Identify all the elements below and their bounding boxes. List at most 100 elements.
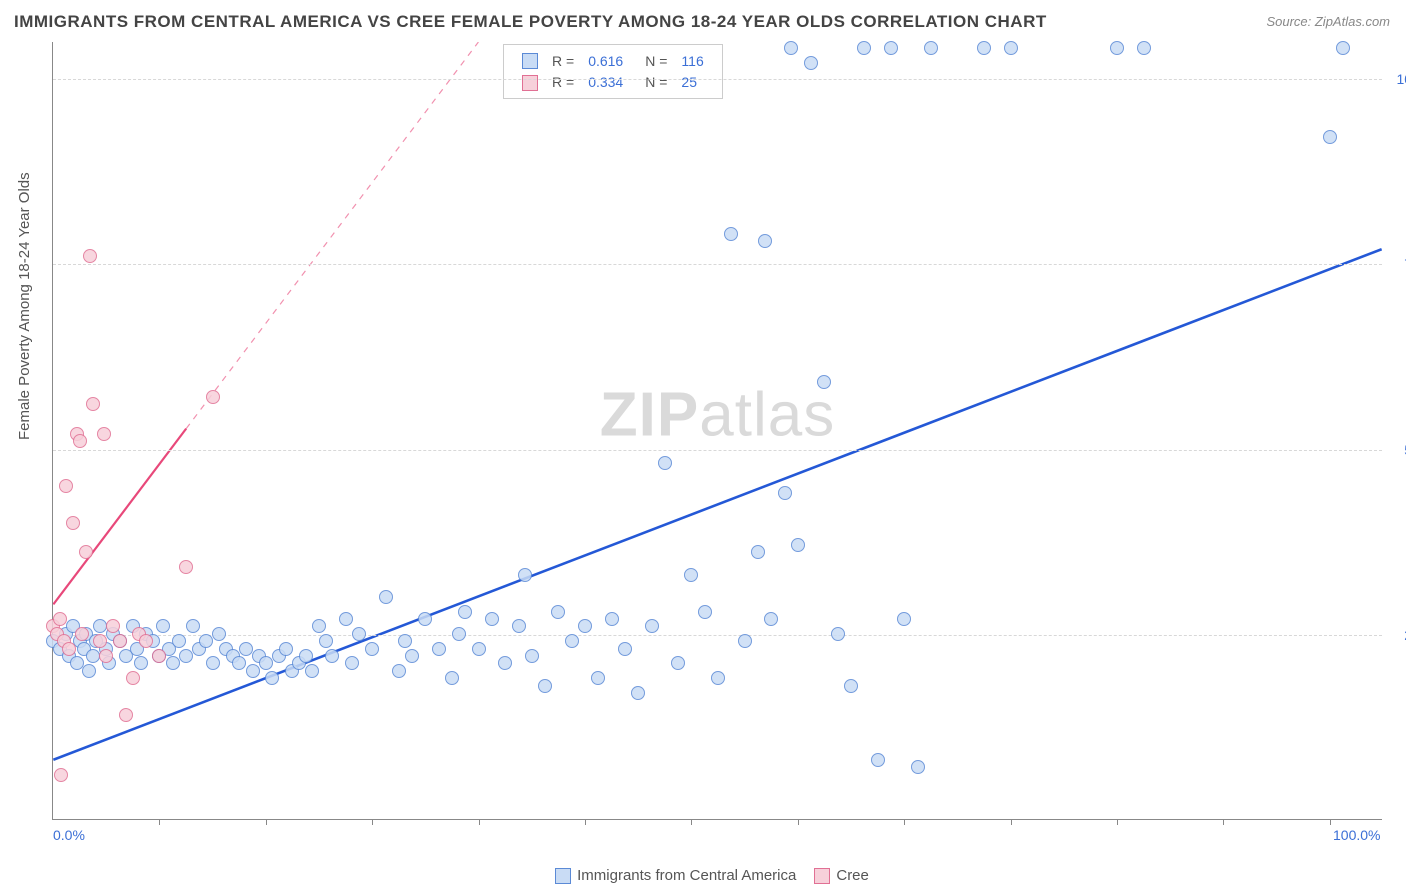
data-point: [432, 642, 446, 656]
x-tick-mark: [1223, 819, 1224, 825]
x-tick-mark: [1117, 819, 1118, 825]
legend-r-label: R =: [546, 51, 580, 70]
x-tick-mark: [1011, 819, 1012, 825]
data-point: [339, 612, 353, 626]
data-point: [398, 634, 412, 648]
data-point: [212, 627, 226, 641]
data-point: [977, 41, 991, 55]
legend-swatch: [555, 868, 571, 884]
x-tick-mark: [372, 819, 373, 825]
data-point: [86, 649, 100, 663]
trend-lines: [53, 42, 1382, 819]
data-point: [239, 642, 253, 656]
data-point: [345, 656, 359, 670]
data-point: [172, 634, 186, 648]
data-point: [206, 390, 220, 404]
data-point: [113, 634, 127, 648]
x-tick-mark: [904, 819, 905, 825]
data-point: [418, 612, 432, 626]
data-point: [778, 486, 792, 500]
data-point: [352, 627, 366, 641]
data-point: [186, 619, 200, 633]
data-point: [405, 649, 419, 663]
legend-swatch: [522, 75, 538, 91]
data-point: [134, 656, 148, 670]
data-point: [166, 656, 180, 670]
data-point: [751, 545, 765, 559]
x-tick-mark: [798, 819, 799, 825]
data-point: [379, 590, 393, 604]
data-point: [86, 397, 100, 411]
data-point: [75, 627, 89, 641]
data-point: [73, 434, 87, 448]
data-point: [724, 227, 738, 241]
data-point: [232, 656, 246, 670]
data-point: [199, 634, 213, 648]
data-point: [59, 479, 73, 493]
data-point: [698, 605, 712, 619]
data-point: [485, 612, 499, 626]
data-point: [279, 642, 293, 656]
x-tick-mark: [691, 819, 692, 825]
y-tick-label: 100.0%: [1397, 71, 1406, 87]
data-point: [1004, 41, 1018, 55]
gridline: [53, 79, 1382, 80]
data-point: [525, 649, 539, 663]
watermark: ZIPatlas: [600, 379, 835, 450]
data-point: [711, 671, 725, 685]
data-point: [83, 249, 97, 263]
data-point: [884, 41, 898, 55]
x-tick-mark: [479, 819, 480, 825]
data-point: [924, 41, 938, 55]
data-point: [764, 612, 778, 626]
data-point: [857, 41, 871, 55]
data-point: [179, 649, 193, 663]
data-point: [618, 642, 632, 656]
data-point: [804, 56, 818, 70]
data-point: [1137, 41, 1151, 55]
series-legend: Immigrants from Central AmericaCree: [0, 867, 1406, 884]
data-point: [1336, 41, 1350, 55]
plot-area: ZIPatlas R =0.616N =116R =0.334N =25 25.…: [52, 42, 1382, 820]
data-point: [312, 619, 326, 633]
gridline: [53, 635, 1382, 636]
gridline: [53, 264, 1382, 265]
data-point: [631, 686, 645, 700]
legend-n-value: 116: [675, 51, 709, 70]
data-point: [152, 649, 166, 663]
x-tick-label: 100.0%: [1333, 827, 1380, 843]
x-tick-mark: [1330, 819, 1331, 825]
source-attribution: Source: ZipAtlas.com: [1266, 14, 1390, 29]
data-point: [538, 679, 552, 693]
data-point: [259, 656, 273, 670]
correlation-legend: R =0.616N =116R =0.334N =25: [503, 44, 723, 99]
data-point: [452, 627, 466, 641]
data-point: [139, 634, 153, 648]
data-point: [319, 634, 333, 648]
data-point: [82, 664, 96, 678]
data-point: [591, 671, 605, 685]
data-point: [911, 760, 925, 774]
data-point: [246, 664, 260, 678]
data-point: [97, 427, 111, 441]
legend-swatch: [522, 53, 538, 69]
data-point: [305, 664, 319, 678]
data-point: [658, 456, 672, 470]
chart-title: IMMIGRANTS FROM CENTRAL AMERICA VS CREE …: [14, 12, 1047, 32]
data-point: [66, 516, 80, 530]
data-point: [684, 568, 698, 582]
data-point: [897, 612, 911, 626]
legend-r-value: 0.616: [582, 51, 629, 70]
legend-series-label: Immigrants from Central America: [577, 867, 796, 884]
data-point: [99, 649, 113, 663]
data-point: [156, 619, 170, 633]
data-point: [126, 671, 140, 685]
data-point: [265, 671, 279, 685]
data-point: [472, 642, 486, 656]
data-point: [758, 234, 772, 248]
data-point: [518, 568, 532, 582]
data-point: [93, 634, 107, 648]
y-axis-label: Female Poverty Among 18-24 Year Olds: [16, 172, 33, 440]
data-point: [817, 375, 831, 389]
data-point: [671, 656, 685, 670]
